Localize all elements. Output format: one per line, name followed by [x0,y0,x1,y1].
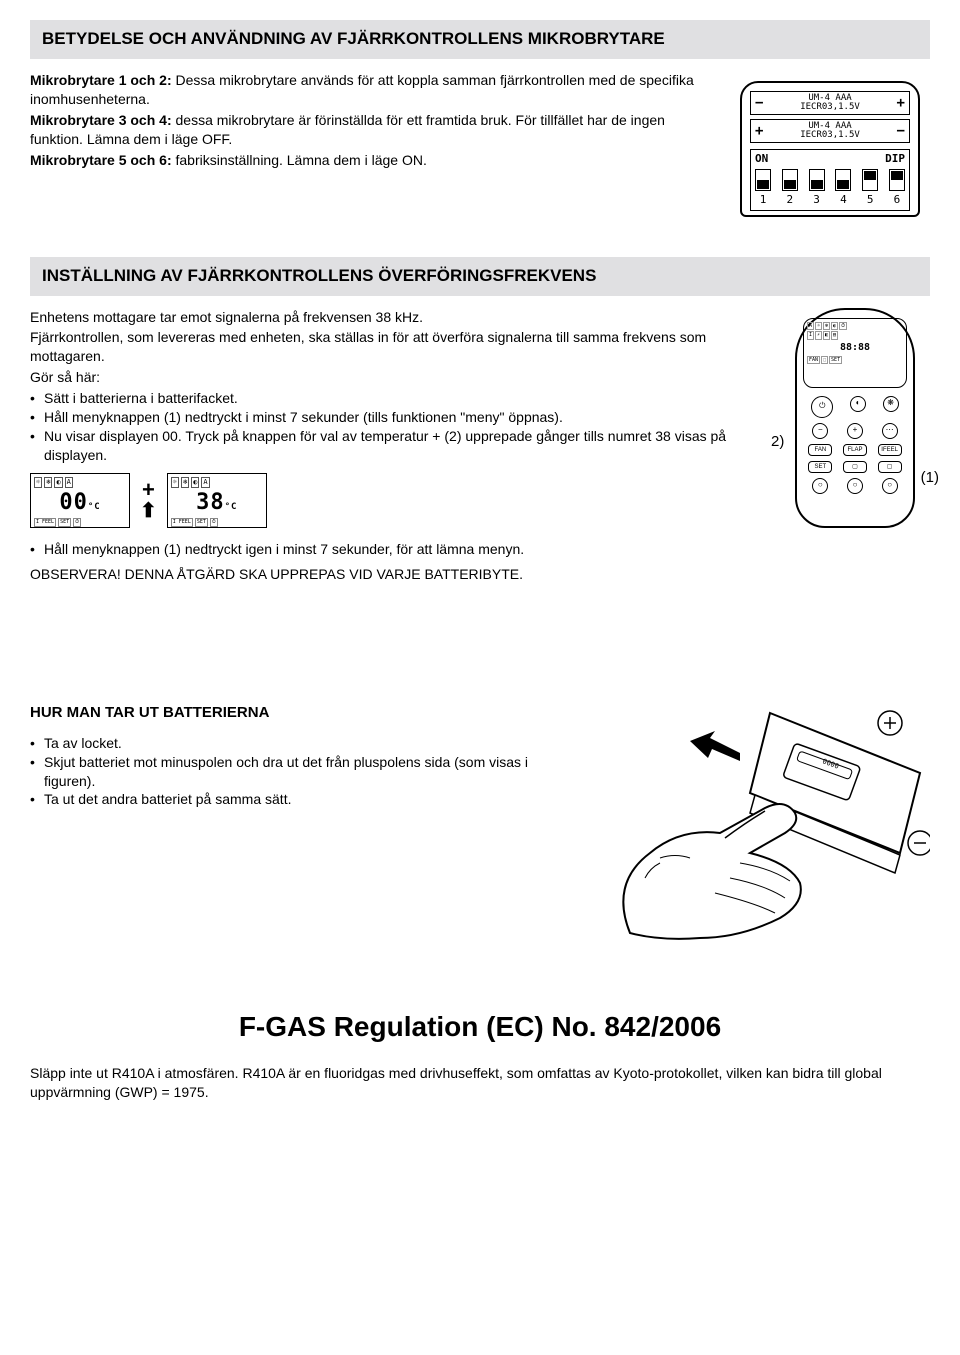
lcd-before-val: 00 [59,490,88,515]
minus-icon-2: − [897,124,905,138]
callout-1: (1) [921,468,939,488]
s1-p3-bold: Mikrobrytare 5 och 6: [30,152,172,168]
section3-text: HUR MAN TAR UT BATTERIERNA Ta av locket.… [30,703,570,948]
s2-bullets-after: Håll menyknappen (1) nedtryckt igen i mi… [30,540,770,559]
section3-header: HUR MAN TAR UT BATTERIERNA [30,703,570,723]
dip-n6: 6 [889,193,905,208]
dip-switches [755,169,905,191]
section2-text: Enhetens mottagare tar emot signalerna p… [30,308,770,584]
s2-intro2: Fjärrkontrollen, som levereras med enhet… [30,328,770,366]
plus-icon-lcd: + [142,479,155,501]
fan-rect-button: FAN [808,444,832,456]
s2-bullets: Sätt i batterierna i batterifacket. Håll… [30,389,770,465]
dip-sw-1 [755,169,771,191]
s1-p2-bold: Mikrobrytare 3 och 4: [30,112,172,128]
battery-row-1: − UM-4 AAA IECR03,1.5V + [750,91,910,115]
small-btn-1: ○ [812,478,828,494]
dip-sw-5 [862,169,878,191]
lcd-row: ☼❄◐A 00°C I FEELSET⏱ + ⬆ ☼❄◐A 38°C I FEE… [30,473,770,528]
blank-rect-2: ▢ [878,461,902,473]
dip-diagram: − UM-4 AAA IECR03,1.5V + + UM-4 AAA IECR… [740,71,930,217]
s2-b-after: Håll menyknappen (1) nedtryckt igen i mi… [30,540,770,559]
callout-2: 2) [771,432,784,452]
s3-b3: Ta ut det andra batteriet på samma sätt. [30,790,570,809]
s2-observe: OBSERVERA! DENNA ÅTGÄRD SKA UPPREPAS VID… [30,565,770,584]
dip-outer: − UM-4 AAA IECR03,1.5V + + UM-4 AAA IECR… [740,81,920,217]
battery-row-2: + UM-4 AAA IECR03,1.5V − [750,119,910,143]
set-rect-button: SET [808,461,832,473]
remote-btnrow-4: SET ▢ ▢ [803,461,907,473]
dip-box: ON DIP 1 2 3 4 5 6 [750,149,910,211]
dip-sw-4 [835,169,851,191]
dip-sw-2 [782,169,798,191]
flap-rect-button: FLAP [843,444,867,456]
dip-n4: 4 [835,193,851,208]
s1-p3-rest: fabriksinställning. Lämna dem i läge ON. [172,152,427,168]
dip-n2: 2 [782,193,798,208]
s3-b2: Skjut batteriet mot minuspolen och dra u… [30,753,570,791]
section1-text: Mikrobrytare 1 och 2: Dessa mikrobrytare… [30,71,720,217]
s2-b2: Håll menyknappen (1) nedtryckt i minst 7… [30,408,770,427]
small-btn-3: ○ [882,478,898,494]
s1-p1-bold: Mikrobrytare 1 och 2: [30,72,172,88]
minus-button: − [812,423,828,439]
section1-body: Mikrobrytare 1 och 2: Dessa mikrobrytare… [30,71,930,217]
footer-text: Släpp inte ut R410A i atmosfären. R410A … [30,1064,930,1102]
plus-icon-2: + [755,124,763,138]
mode-button: ◐ [850,396,866,412]
remote-btnrow-1: ⏻ ◐ ❋ [803,396,907,418]
s1-p2: Mikrobrytare 3 och 4: dessa mikrobrytare… [30,111,720,149]
extra-button: ⋯ [882,423,898,439]
remote-btnrow-3: FAN FLAP IFEEL [803,444,907,456]
blank-rect-1: ▢ [843,461,867,473]
s1-p3: Mikrobrytare 5 och 6: fabriksinställning… [30,151,720,170]
lcd-before: ☼❄◐A 00°C I FEELSET⏱ [30,473,130,528]
section1-header: BETYDELSE OCH ANVÄNDNING AV FJÄRRKONTROL… [30,20,930,59]
remote-btnrow-5: ○ ○ ○ [803,478,907,494]
lcd-unit-2: °C [225,502,238,512]
batt1-l2: IECR03,1.5V [800,102,860,112]
lcd-after: ☼❄◐A 38°C I FEELSET⏱ [167,473,267,528]
dip-n5: 5 [862,193,878,208]
batt2-label: UM-4 AAA IECR03,1.5V [800,122,860,140]
s3-b1: Ta av locket. [30,734,570,753]
s2-intro3: Gör så här: [30,368,770,387]
s2-b3: Nu visar displayen 00. Tryck på knappen … [30,427,770,465]
dip-dip-label: DIP [885,152,905,167]
batt1-label: UM-4 AAA IECR03,1.5V [800,94,860,112]
remote-btnrow-2: − + ⋯ [803,423,907,439]
hand-fig: 0000 [590,703,930,948]
dip-sw-6 [889,169,905,191]
dip-numbers: 1 2 3 4 5 6 [755,193,905,208]
batt2-l2: IECR03,1.5V [800,130,860,140]
dip-sw-3 [809,169,825,191]
dip-n1: 1 [755,193,771,208]
minus-icon: − [755,96,763,110]
lcd-after-val: 38 [196,490,225,515]
footer-title: F-GAS Regulation (EC) No. 842/2006 [30,1008,930,1046]
plus-arrow-icon: + ⬆ [140,479,157,521]
power-button: ⏻ [811,396,833,418]
plus-button: + [847,423,863,439]
dip-n3: 3 [809,193,825,208]
lcd-unit-1: °C [88,502,101,512]
remote-fig: A☼❄◐⏱ I⚡◧▤ 88:88 FAN⬚SET ⏻ ◐ ❋ − + ⋯ FAN… [780,308,930,584]
s1-p1: Mikrobrytare 1 och 2: Dessa mikrobrytare… [30,71,720,109]
hand-illustration-icon: 0000 [590,703,930,943]
remote-screen: A☼❄◐⏱ I⚡◧▤ 88:88 FAN⬚SET [803,318,907,388]
up-arrow-icon: ⬆ [140,501,157,521]
s3-bullets: Ta av locket. Skjut batteriet mot minusp… [30,734,570,810]
section2-body: Enhetens mottagare tar emot signalerna p… [30,308,930,584]
ifeel-rect-button: IFEEL [878,444,902,456]
remote-outline: A☼❄◐⏱ I⚡◧▤ 88:88 FAN⬚SET ⏻ ◐ ❋ − + ⋯ FAN… [795,308,915,528]
fan-button-icon: ❋ [883,396,899,412]
section2-header: INSTÄLLNING AV FJÄRRKONTROLLENS ÖVERFÖRI… [30,257,930,296]
s2-intro1: Enhetens mottagare tar emot signalerna p… [30,308,770,327]
plus-icon: + [897,96,905,110]
section3-body: HUR MAN TAR UT BATTERIERNA Ta av locket.… [30,703,930,948]
s2-b1: Sätt i batterierna i batterifacket. [30,389,770,408]
dip-on-label: ON [755,152,768,167]
dip-top-labels: ON DIP [755,152,905,167]
small-btn-2: ○ [847,478,863,494]
